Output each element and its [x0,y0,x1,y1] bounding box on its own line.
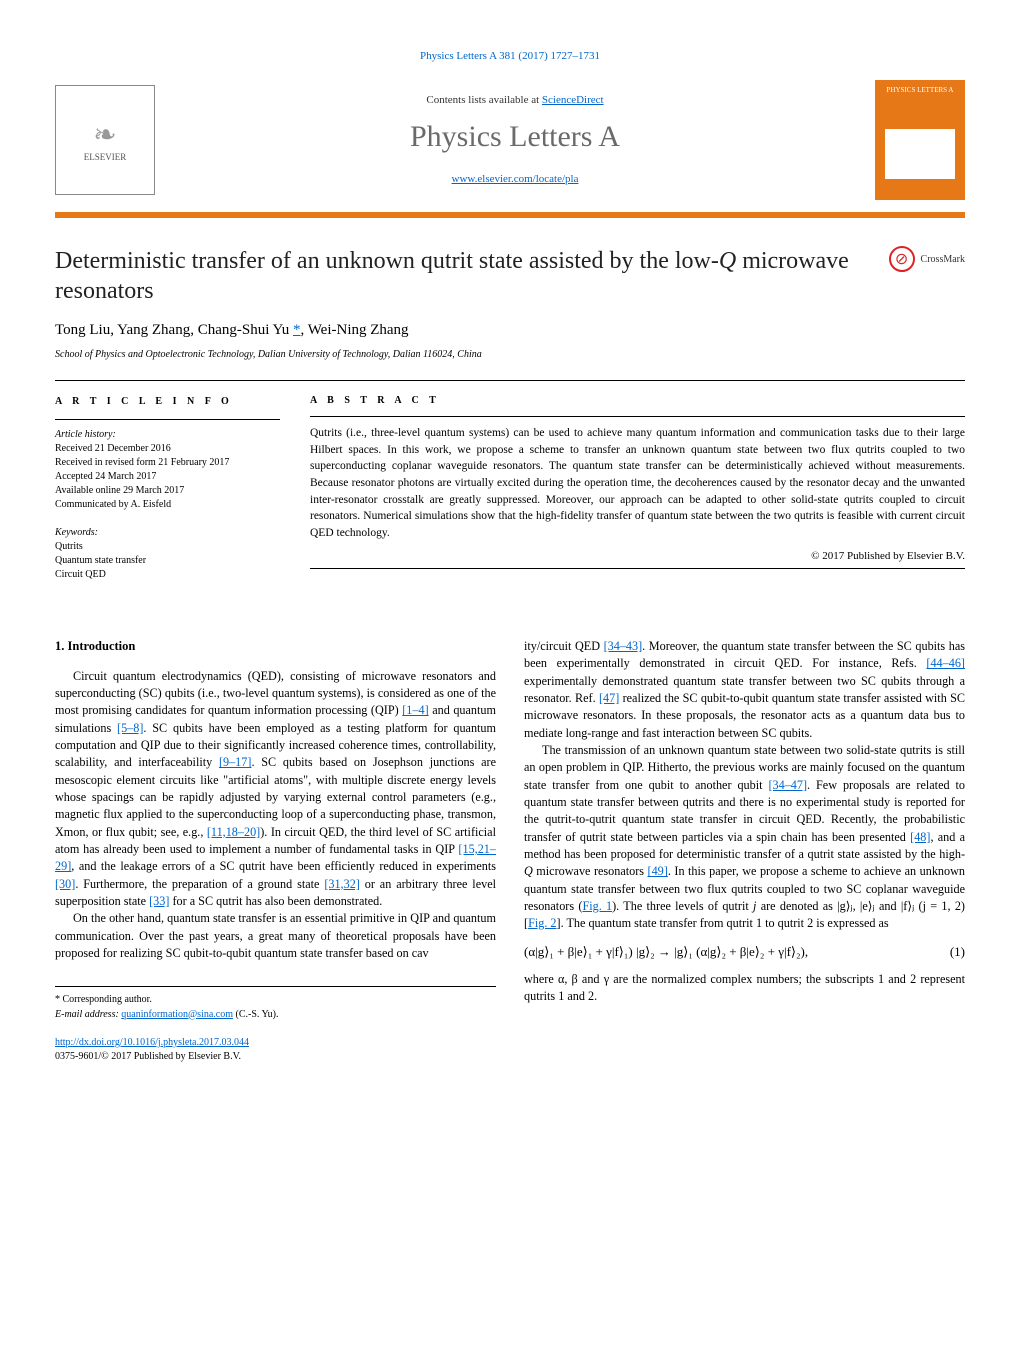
abstract-bottom-divider [310,568,965,569]
ref-link[interactable]: [30] [55,877,75,891]
corr-footnote: * Corresponding author. [55,993,496,1007]
ref-link[interactable]: [34–47] [768,778,807,792]
article-title: Deterministic transfer of an unknown qut… [55,246,889,306]
keywords-block: Keywords: Qutrits Quantum state transfer… [55,526,280,582]
issn-line: 0375-9601/© 2017 Published by Elsevier B… [55,1050,965,1064]
ref-link[interactable]: [34–43] [604,639,643,653]
title-block: Deterministic transfer of an unknown qut… [55,246,889,306]
history-label: Article history: [55,428,280,442]
ref-link[interactable]: [9–17] [219,755,252,769]
elsevier-tree-icon: ❧ [93,118,116,152]
abstract-copyright: © 2017 Published by Elsevier B.V. [310,550,965,562]
affiliation: School of Physics and Optoelectronic Tec… [55,349,965,360]
equation-body: (α|g⟩₁ + β|e⟩₁ + γ|f⟩₁) |g⟩₂ → |g⟩₁ (α|g… [524,943,808,961]
crossmark-icon: ⊘ [889,246,915,272]
body-columns: 1. Introduction Circuit quantum electrod… [55,638,965,1022]
keywords-label: Keywords: [55,526,280,540]
page-container: Physics Letters A 381 (2017) 1727–1731 ❧… [0,0,1020,1104]
history-item: Received 21 December 2016 [55,442,280,456]
history-block: Article history: Received 21 December 20… [55,428,280,512]
email-line: E-mail address: quaninformation@sina.com… [55,1008,496,1022]
ref-link[interactable]: [47] [599,691,619,705]
cover-label: PHYSICS LETTERS A [887,86,954,94]
paragraph: ity/circuit QED [34–43]. Moreover, the q… [524,638,965,742]
ref-link[interactable]: [11,18–20] [207,825,260,839]
doi-link[interactable]: http://dx.doi.org/10.1016/j.physleta.201… [55,1037,249,1048]
journal-name: Physics Letters A [155,120,875,154]
ref-link[interactable]: [49] [648,864,668,878]
article-info-col: A R T I C L E I N F O Article history: R… [55,395,280,596]
sciencedirect-link[interactable]: ScienceDirect [542,94,604,106]
history-item: Communicated by A. Eisfeld [55,498,280,512]
keyword: Quantum state transfer [55,554,280,568]
email-link[interactable]: quaninformation@sina.com [121,1009,233,1020]
info-divider [55,419,280,420]
history-item: Accepted 24 March 2017 [55,470,280,484]
section-1-heading: 1. Introduction [55,638,496,656]
history-item: Received in revised form 21 February 201… [55,456,280,470]
equation-number: (1) [950,943,965,961]
elsevier-logo: ❧ ELSEVIER [55,85,155,195]
paragraph: The transmission of an unknown quantum s… [524,742,965,933]
ref-link[interactable]: [44–46] [926,656,965,670]
abstract-text: Qutrits (i.e., three-level quantum syste… [310,425,965,542]
keyword: Circuit QED [55,568,280,582]
keyword: Qutrits [55,540,280,554]
info-heading: A R T I C L E I N F O [55,395,280,409]
abstract-col: A B S T R A C T Qutrits (i.e., three-lev… [310,395,965,596]
title-row: Deterministic transfer of an unknown qut… [55,246,965,306]
elsevier-label: ELSEVIER [84,152,127,162]
ref-link[interactable]: [1–4] [402,703,428,717]
ref-link[interactable]: [5–8] [117,721,143,735]
crossmark-label: CrossMark [921,254,965,265]
footnote-block: * Corresponding author. E-mail address: … [55,986,496,1021]
paragraph: where α, β and γ are the normalized comp… [524,971,965,1006]
info-abstract-row: A R T I C L E I N F O Article history: R… [55,381,965,610]
journal-url[interactable]: www.elsevier.com/locate/pla [452,173,579,185]
fig-link[interactable]: Fig. 1 [582,899,612,913]
abstract-divider [310,416,965,417]
left-column: 1. Introduction Circuit quantum electrod… [55,638,496,1022]
page-footer: http://dx.doi.org/10.1016/j.physleta.201… [55,1036,965,1064]
abstract-heading: A B S T R A C T [310,395,965,406]
authors-line: Tong Liu, Yang Zhang, Chang-Shui Yu *, W… [55,322,965,339]
journal-cover-thumb: PHYSICS LETTERS A [875,80,965,200]
history-item: Available online 29 March 2017 [55,484,280,498]
citation-line: Physics Letters A 381 (2017) 1727–1731 [55,50,965,62]
crossmark-badge[interactable]: ⊘ CrossMark [889,246,965,272]
ref-link[interactable]: [48] [910,830,930,844]
ref-link[interactable]: [33] [149,894,169,908]
fig-link[interactable]: Fig. 2 [528,916,556,930]
paragraph: On the other hand, quantum state transfe… [55,910,496,962]
ref-link[interactable]: [31,32] [324,877,360,891]
header-center: Contents lists available at ScienceDirec… [155,94,875,186]
contents-line: Contents lists available at ScienceDirec… [155,94,875,106]
paragraph: Circuit quantum electrodynamics (QED), c… [55,668,496,911]
equation-1: (α|g⟩₁ + β|e⟩₁ + γ|f⟩₁) |g⟩₂ → |g⟩₁ (α|g… [524,943,965,961]
journal-header: ❧ ELSEVIER Contents lists available at S… [55,80,965,218]
cover-mini-icon [885,129,955,179]
right-column: ity/circuit QED [34–43]. Moreover, the q… [524,638,965,1022]
